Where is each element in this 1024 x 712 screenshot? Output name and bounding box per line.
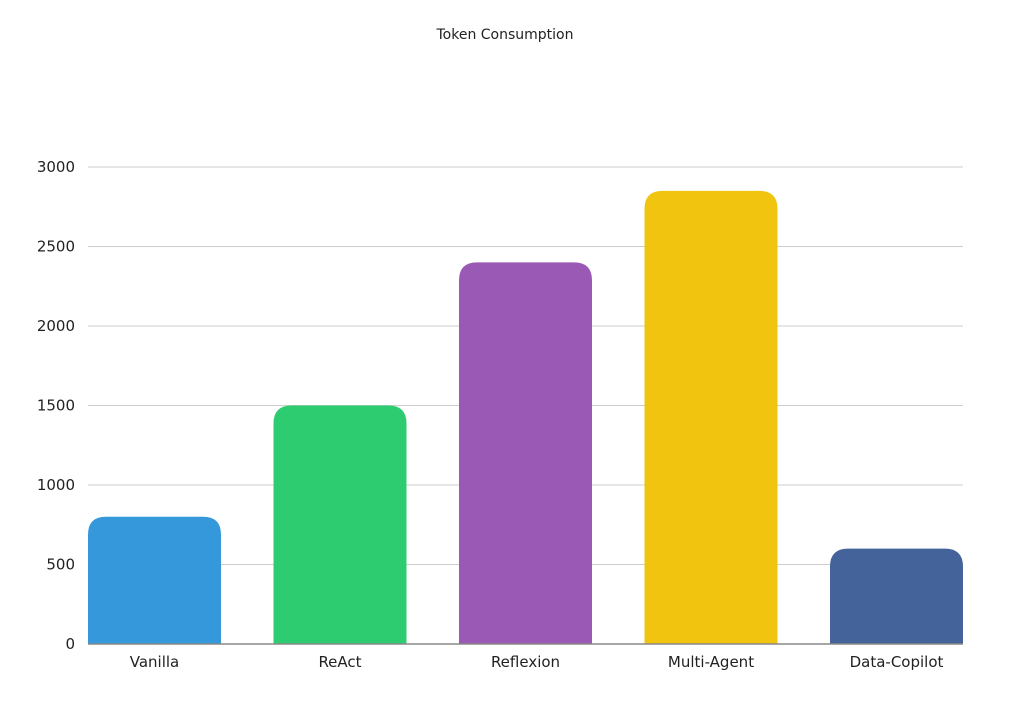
bar-data-copilot [830,548,963,644]
y-tick-label: 2500 [37,238,75,256]
x-tick-label: Data-Copilot [850,653,944,671]
chart-title: Token Consumption [436,27,574,43]
x-tick-label: ReAct [318,653,361,671]
bar-vanilla [88,516,221,644]
x-tick-label: Vanilla [130,653,180,671]
y-tick-label: 3000 [37,158,75,176]
y-tick-label: 1000 [37,476,75,494]
x-tick-labels: Vanilla ReAct Reflexion Multi-Agent Data-Cop… [130,653,944,671]
bars [88,190,963,644]
bar-react [273,405,407,644]
y-tick-label: 0 [65,635,75,653]
bar-reflexion [459,262,592,644]
y-tick-label: 1500 [37,397,75,415]
y-tick-label: 500 [46,556,75,574]
y-tick-labels: 0 500 1000 1500 2000 2500 3000 [37,158,75,653]
x-tick-label: Reflexion [491,653,560,671]
bar-multi-agent [644,190,778,644]
y-tick-label: 2000 [37,317,75,335]
x-tick-label: Multi-Agent [668,653,754,671]
